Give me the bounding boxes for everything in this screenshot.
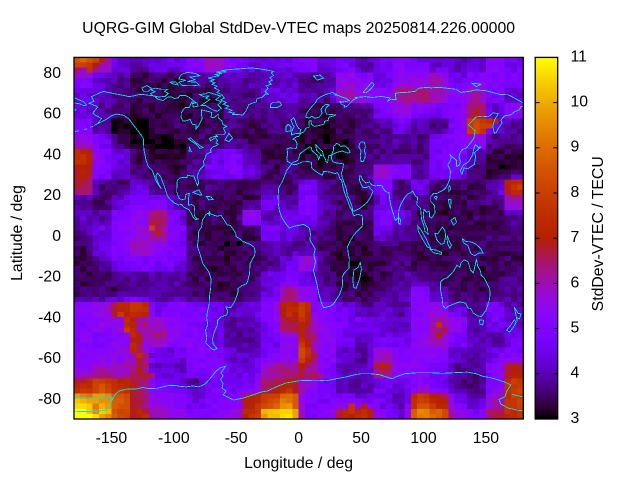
svg-text:50: 50 (352, 430, 370, 447)
svg-text:60: 60 (43, 106, 61, 123)
svg-text:Latitude / deg: Latitude / deg (9, 185, 26, 281)
svg-text:Longitude / deg: Longitude / deg (244, 455, 353, 472)
svg-text:20: 20 (43, 187, 61, 204)
svg-text:-50: -50 (225, 430, 248, 447)
svg-text:-20: -20 (38, 269, 61, 286)
svg-text:-80: -80 (38, 391, 61, 408)
svg-text:7: 7 (571, 229, 580, 246)
svg-text:40: 40 (43, 146, 61, 163)
svg-text:150: 150 (473, 430, 500, 447)
svg-text:6: 6 (571, 274, 580, 291)
svg-text:-150: -150 (96, 430, 128, 447)
svg-text:UQRG-GIM Global StdDev-VTEC ma: UQRG-GIM Global StdDev-VTEC maps 2025081… (82, 20, 515, 37)
svg-text:-40: -40 (38, 309, 61, 326)
svg-text:9: 9 (571, 139, 580, 156)
svg-text:StdDev-VTEC / TECU: StdDev-VTEC / TECU (590, 156, 607, 311)
svg-text:-100: -100 (158, 430, 190, 447)
svg-text:-60: -60 (38, 350, 61, 367)
svg-text:11: 11 (571, 48, 588, 65)
svg-text:4: 4 (571, 365, 580, 382)
svg-text:0: 0 (294, 430, 303, 447)
svg-text:8: 8 (571, 184, 580, 201)
svg-text:3: 3 (571, 410, 580, 427)
svg-text:100: 100 (410, 430, 437, 447)
svg-text:80: 80 (43, 65, 61, 82)
svg-text:10: 10 (571, 94, 589, 111)
svg-text:0: 0 (52, 228, 61, 245)
svg-text:5: 5 (571, 320, 580, 337)
